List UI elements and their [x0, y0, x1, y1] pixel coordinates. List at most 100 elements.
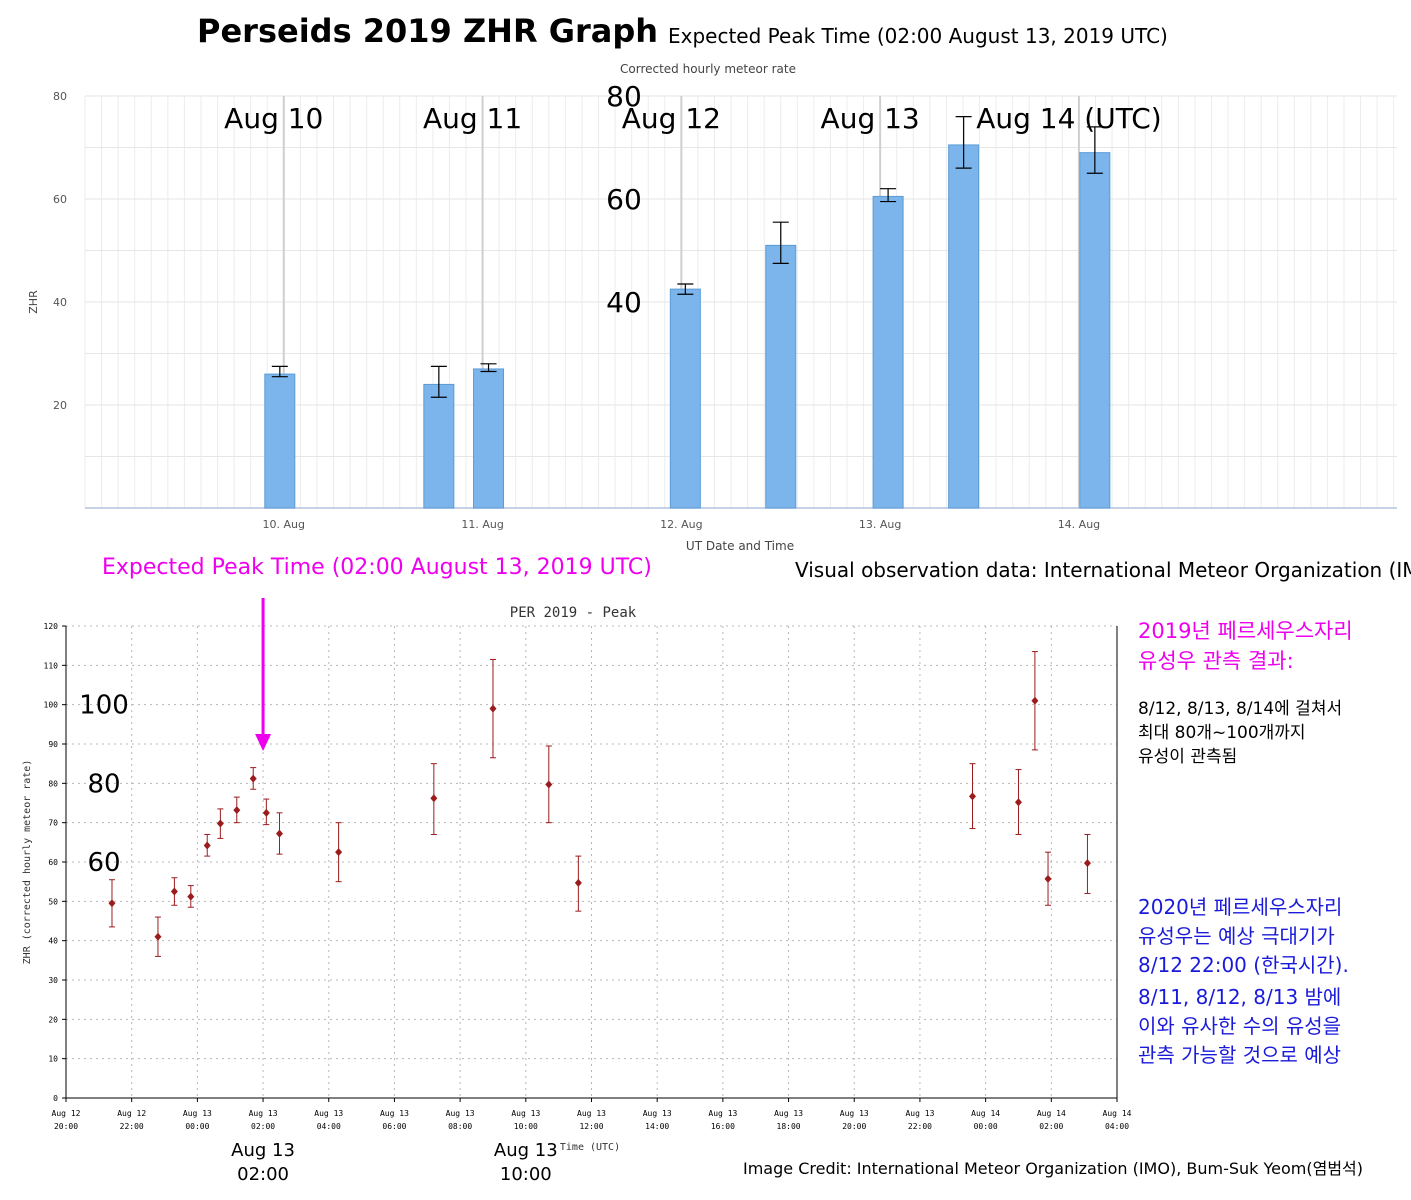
zhr-bar	[765, 244, 797, 509]
data-point	[1044, 874, 1052, 883]
chart-subtitle: Corrected hourly meteor rate	[620, 62, 796, 76]
y-tick-label: 20	[53, 399, 67, 412]
x-axis-title: UT Date and Time	[686, 539, 794, 553]
data-point	[430, 794, 438, 803]
data-point	[154, 932, 162, 941]
zhr-bar	[264, 373, 296, 509]
x-tick-label: 12:00	[579, 1122, 603, 1131]
image-credit: Image Credit: International Meteor Organ…	[743, 1159, 1363, 1178]
x-tick-label: 02:00	[1039, 1122, 1063, 1131]
zhr-bar	[872, 195, 904, 509]
result-title-line: 유성우 관측 결과:	[1138, 649, 1294, 673]
day-annotation: Aug 13	[821, 102, 920, 135]
x-tick-label: 14:00	[645, 1122, 669, 1131]
overlay-y-label: 100	[79, 691, 129, 721]
x-tick-label: 10:00	[514, 1122, 538, 1131]
peak-time-caption-top: Expected Peak Time (02:00 August 13, 201…	[668, 24, 1168, 48]
overlay-y-label: 60	[87, 848, 120, 878]
x-tick-label: Aug 13	[249, 1109, 278, 1118]
x-tick-label: Aug 13	[314, 1109, 343, 1118]
x-tick-label: 06:00	[382, 1122, 406, 1131]
x-tick-label: 13. Aug	[859, 518, 901, 531]
data-point	[249, 774, 257, 783]
x-tick-label: 04:00	[317, 1122, 341, 1131]
x-tick-label: Aug 13	[511, 1109, 540, 1118]
y-tick-label: 60	[48, 858, 58, 867]
overlay-y-label: 80	[606, 80, 642, 113]
zhr-bar	[423, 383, 455, 509]
x-tick-label: Aug 13	[380, 1109, 409, 1118]
peak-scatter-chart: 0 10 20 30 40 50 60 70 80 90 100 110 120 Aug 12 20:00 A…	[22, 598, 1132, 1185]
y-tick-label: 10	[48, 1055, 58, 1064]
y-tick-label: 80	[53, 90, 67, 103]
data-point	[275, 829, 283, 838]
x-tick-label: Aug 13	[643, 1109, 672, 1118]
x-tick-label: Aug 13	[774, 1109, 803, 1118]
data-point	[489, 704, 497, 713]
y-axis-title: ZHR (corrected hourly meteor rate)	[22, 760, 33, 965]
x-tick-label: 00:00	[974, 1122, 998, 1131]
data-point	[574, 878, 582, 887]
result-body-line: 8/12, 8/13, 8/14에 걸쳐서	[1138, 699, 1343, 719]
x-tick-label: 10. Aug	[263, 518, 305, 531]
x-tick-label: Aug 13	[840, 1109, 869, 1118]
day-annotation: Aug 12	[622, 102, 721, 135]
data-point	[187, 892, 195, 901]
x-tick-label: 20:00	[842, 1122, 866, 1131]
y-tick-label: 60	[53, 193, 67, 206]
result-title-line: 2019년 페르세우스자리	[1138, 619, 1353, 643]
y-axis-title: ZHR	[27, 290, 40, 314]
forecast-line: 관측 가능할 것으로 예상	[1138, 1043, 1342, 1067]
y-tick-label: 90	[48, 740, 58, 749]
data-point	[262, 808, 270, 817]
time-annotation: Aug 13	[231, 1140, 295, 1161]
y-tick-label: 50	[48, 897, 58, 906]
zhr-bar-chart: 20 40 60 80 10. Aug 11. Aug 12. Aug 13. Aug 14. …	[27, 62, 1397, 553]
result-title: 2019년 페르세우스자리 유성우 관측 결과:	[1138, 616, 1353, 676]
zhr-bar	[473, 368, 505, 509]
y-tick-label: 110	[44, 661, 59, 670]
x-tick-label: 04:00	[1105, 1122, 1129, 1131]
y-tick-label: 20	[48, 1015, 58, 1024]
x-tick-label: Aug 13	[708, 1109, 737, 1118]
result-body: 8/12, 8/13, 8/14에 걸쳐서 최대 80개~100개까지 유성이 …	[1138, 697, 1342, 769]
y-tick-label: 30	[48, 976, 58, 985]
x-tick-label: 00:00	[185, 1122, 209, 1131]
x-tick-label: Aug 14	[1103, 1109, 1132, 1118]
x-tick-label: Aug 13	[446, 1109, 475, 1118]
forecast-line: 유성우는 예상 극대기가	[1138, 924, 1335, 948]
data-point	[1083, 859, 1091, 868]
time-annotation: 02:00	[237, 1164, 289, 1185]
data-point	[335, 848, 343, 857]
x-tick-label: 22:00	[120, 1122, 144, 1131]
x-tick-label: 18:00	[777, 1122, 801, 1131]
result-body-line: 최대 80개~100개까지	[1138, 723, 1306, 743]
forecast-block-1: 2020년 페르세우스자리 유성우는 예상 극대기가 8/12 22:00 (한…	[1138, 893, 1349, 980]
x-tick-label: 12. Aug	[660, 518, 702, 531]
y-tick-label: 0	[53, 1094, 58, 1103]
x-tick-label: Aug 13	[577, 1109, 606, 1118]
time-annotation: 10:00	[500, 1164, 552, 1185]
x-tick-label: 08:00	[448, 1122, 472, 1131]
zhr-bar	[1079, 152, 1111, 509]
page-title: Perseids 2019 ZHR Graph	[197, 12, 659, 50]
data-point	[108, 899, 116, 908]
overlay-y-label: 80	[87, 769, 120, 799]
x-tick-label: Aug 13	[905, 1109, 934, 1118]
y-tick-label: 40	[53, 296, 67, 309]
overlay-y-label: 40	[606, 286, 642, 319]
y-tick-label: 70	[48, 819, 58, 828]
chart-title: PER 2019 - Peak	[510, 605, 637, 621]
x-tick-label: 16:00	[711, 1122, 735, 1131]
observation-source: Visual observation data: International M…	[795, 558, 1411, 582]
data-point	[1014, 798, 1022, 807]
data-point	[233, 806, 241, 815]
x-axis-title: Time (UTC)	[560, 1142, 620, 1153]
x-tick-label: Aug 13	[183, 1109, 212, 1118]
data-point	[216, 819, 224, 828]
y-tick-label: 120	[44, 622, 59, 631]
y-tick-label: 100	[44, 701, 59, 710]
x-tick-label: 02:00	[251, 1122, 275, 1131]
x-tick-label: Aug 14	[971, 1109, 1000, 1118]
result-body-line: 유성이 관측됨	[1138, 747, 1238, 767]
